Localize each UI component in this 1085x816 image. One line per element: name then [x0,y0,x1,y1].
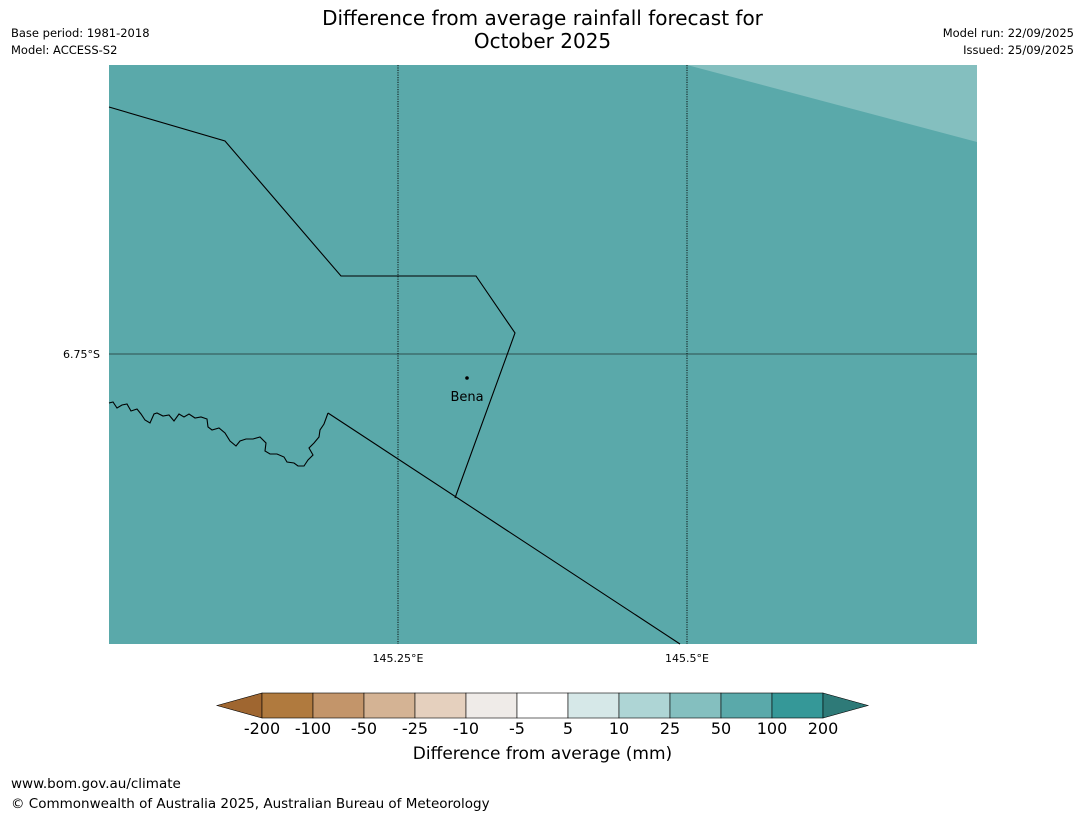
map-title: Difference from average rainfall forecas… [0,7,1085,53]
bena-marker [465,376,469,380]
colorbar-box [363,692,416,719]
colorbar-tick-label: 100 [756,719,788,738]
colorbar-box [720,692,773,719]
model-run: Model run: 22/09/2025 [942,26,1074,40]
colorbar-box [618,692,671,719]
colorbar-box [516,692,569,719]
colorbar-label: Difference from average (mm) [412,744,673,764]
colorbar-tick-label: -100 [294,719,332,738]
lon-label-1: 145.25°E [373,652,424,665]
title-line-2: October 2025 [473,29,612,53]
colorbar-tick-label: 50 [710,719,732,738]
colorbar-tick-label: -25 [401,719,429,738]
title-line-1: Difference from average rainfall forecas… [322,6,763,30]
colorbar [215,692,870,719]
colorbar-tick-label: 200 [807,719,839,738]
province-boundary-south [327,412,681,645]
colorbar-box [567,692,620,719]
colorbar-tick-label: 5 [562,719,574,738]
colorbar-extend-low [215,692,263,719]
footer-url[interactable]: www.bom.gov.au/climate [11,776,181,792]
colorbar-box [312,692,365,719]
issued-date: Issued: 25/09/2025 [963,43,1074,57]
bena-label: Bena [450,390,483,405]
colorbar-tick-label: 10 [608,719,630,738]
province-boundary-north [108,106,516,499]
map-figure: Bena 6.75°S 145.25°E 145.5°E [63,65,977,665]
colorbar-box [261,692,314,719]
colorbar-box [414,692,467,719]
colorbar-tick-label: -50 [350,719,378,738]
metadata-left: Base period: 1981-2018 Model: ACCESS-S2 [11,25,150,59]
corner-anomaly-region [687,65,977,142]
base-period: Base period: 1981-2018 [11,26,150,40]
model-name: Model: ACCESS-S2 [11,43,118,57]
colorbar-box [771,692,824,719]
colorbar-tick-label: -200 [243,719,281,738]
colorbar-tick-label: -10 [452,719,480,738]
footer-copyright: © Commonwealth of Australia 2025, Austra… [11,796,490,812]
colorbar-tick-label: -5 [509,719,525,738]
colorbar-box [669,692,722,719]
lon-label-2: 145.5°E [665,652,709,665]
colorbar-tick-label: 25 [659,719,681,738]
river-boundary [108,401,329,467]
colorbar-extend-high [822,692,870,719]
metadata-right: Model run: 22/09/2025 Issued: 25/09/2025 [943,25,1074,59]
lat-label: 6.75°S [63,348,100,361]
colorbar-box [465,692,518,719]
